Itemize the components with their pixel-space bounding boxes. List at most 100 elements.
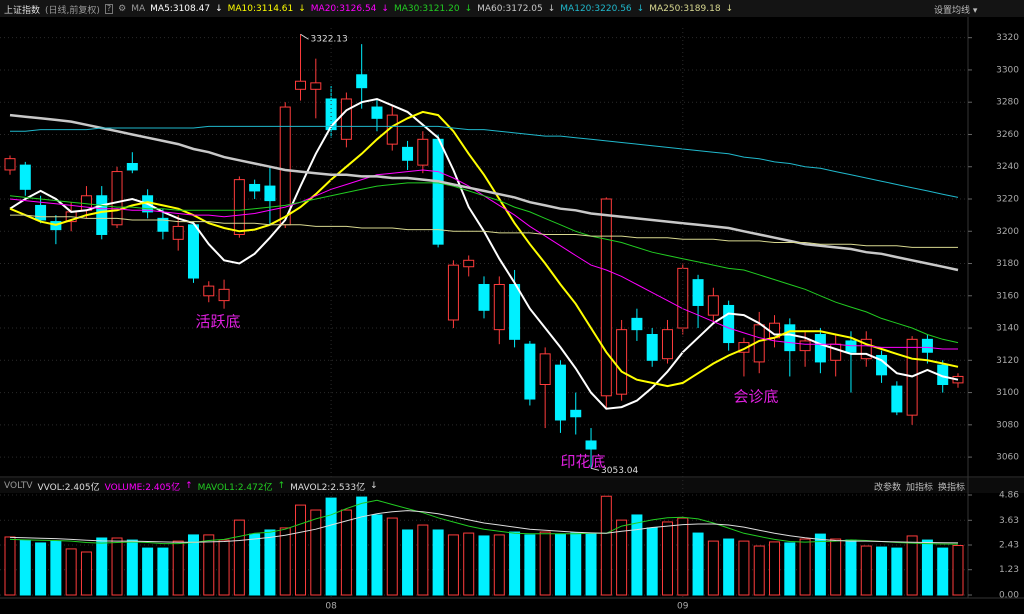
y-tick-label: 2.43 [999, 541, 1019, 551]
candle-body [509, 283, 521, 340]
volume-bar [295, 504, 307, 596]
volume-bar [509, 531, 521, 596]
help-icon[interactable]: ? [104, 4, 114, 14]
volume-bar [906, 535, 918, 596]
legend-trend: ↓ [381, 4, 389, 14]
volume-bar [661, 521, 673, 596]
param-button[interactable]: 改参数 [874, 483, 902, 493]
volume-bar [310, 509, 322, 596]
settings-text[interactable]: 设置均线 [934, 6, 971, 16]
volume-bar [218, 539, 230, 596]
candle-body [646, 333, 658, 361]
legend-trend: ↓ [547, 4, 556, 14]
candle-body [554, 364, 566, 421]
volume-bar [35, 542, 47, 596]
min-pointer [590, 467, 600, 471]
candle-body [96, 195, 108, 235]
candle-body [35, 204, 47, 221]
volume-ma-line [9, 499, 959, 545]
price-header: 上证指数 (日线,前复权) ? ⚙ MA MA5:3108.47 ↓ MA10:31… [4, 1, 733, 17]
y-tick-label: 3260 [996, 130, 1019, 140]
vvol-label: VVOL:2.405亿 [37, 482, 100, 493]
y-tick-label: 3160 [996, 291, 1019, 301]
candle-body [860, 338, 872, 360]
annotation: 活跃底 [195, 313, 240, 331]
candle-body [631, 317, 643, 331]
candle-body [203, 285, 215, 297]
volume-bar-header [0, 478, 1024, 493]
volume-bar [142, 547, 154, 596]
annotation: 会诊底 [733, 388, 778, 406]
x-tick-label: 08 [325, 602, 337, 612]
candle-body [661, 329, 673, 360]
candle-body [325, 98, 337, 131]
candle-body [463, 259, 475, 268]
top-bar [0, 0, 1024, 17]
volume-bar [646, 527, 658, 596]
legend-trend: ↑ [277, 481, 286, 491]
y-tick-label: 3.63 [999, 516, 1019, 526]
y-tick-label: 1.23 [999, 565, 1019, 575]
volume-bar [891, 547, 903, 596]
y-tick-label: 3280 [996, 98, 1019, 108]
legend-entry: MA20:3126.54 [310, 4, 377, 14]
legend-trend: ↓ [298, 4, 306, 14]
ma-line [10, 214, 958, 248]
y-tick-label: 3300 [996, 65, 1019, 75]
volume-bar [616, 519, 628, 596]
volume-bar [65, 548, 77, 596]
legend-entry: MAVOL1:2.472亿 [197, 482, 273, 493]
volume-bar [478, 535, 490, 596]
settings-icon[interactable]: ⚙ [118, 4, 127, 14]
price-panel: 3060 3080 3100 3120 3140 3160 3180 3200 3220 3240… [0, 33, 1019, 476]
volume-bar [937, 547, 949, 596]
settings-button[interactable]: 设置均线 ▾ [934, 6, 978, 16]
volume-bar [4, 536, 16, 596]
indicator-name: VOLTV [4, 481, 33, 491]
candle-body [264, 185, 276, 202]
legend-trend: ↑ [185, 481, 193, 491]
volume-bar [19, 539, 31, 596]
y-tick-label: 3100 [996, 388, 1019, 398]
y-tick-label: 3240 [996, 162, 1019, 172]
candle-body [157, 217, 169, 232]
legend-trend: ↓ [725, 4, 734, 14]
add-indicator-button[interactable]: 加指标 [906, 483, 934, 493]
volume-bar [249, 533, 261, 596]
switch-indicator-button[interactable]: 换指标 [938, 483, 966, 493]
volume-bar [371, 514, 383, 596]
candle-body [371, 106, 383, 119]
candle-body [4, 158, 16, 171]
ma-line [9, 113, 959, 272]
volume-bar [340, 509, 352, 596]
legend-trend: ↓ [464, 4, 473, 14]
volume-bar [799, 538, 811, 596]
candle-body [692, 279, 704, 306]
volume-bar [707, 540, 719, 596]
volume-bar [111, 537, 123, 596]
volume-bar [738, 540, 750, 596]
volume-bar [126, 539, 138, 596]
y-tick-label: 3320 [996, 33, 1019, 43]
candle-body [310, 82, 322, 90]
symbol: 上证指数 [4, 5, 41, 16]
volume-bar [539, 531, 551, 596]
volume-bar [325, 497, 337, 596]
legend-entry: MA5:3108.47 [150, 4, 211, 14]
legend-entry: MA250:3189.18 [649, 4, 721, 14]
y-tick-label: 3060 [996, 453, 1019, 463]
candle-body [493, 283, 505, 331]
candle-body [921, 338, 933, 353]
candle-body [402, 146, 414, 161]
y-tick-label: 3140 [996, 324, 1019, 334]
max-pointer [300, 33, 309, 40]
y-tick-label: 3080 [996, 420, 1019, 430]
volume-bar [157, 547, 169, 596]
candle-body [784, 324, 796, 352]
candle-body [478, 283, 490, 311]
volume-bar [80, 551, 92, 596]
volume-bar [677, 517, 689, 596]
ma-label: MA [131, 4, 146, 14]
y-tick-label: 0.00 [999, 591, 1019, 601]
candle-body [600, 198, 612, 397]
